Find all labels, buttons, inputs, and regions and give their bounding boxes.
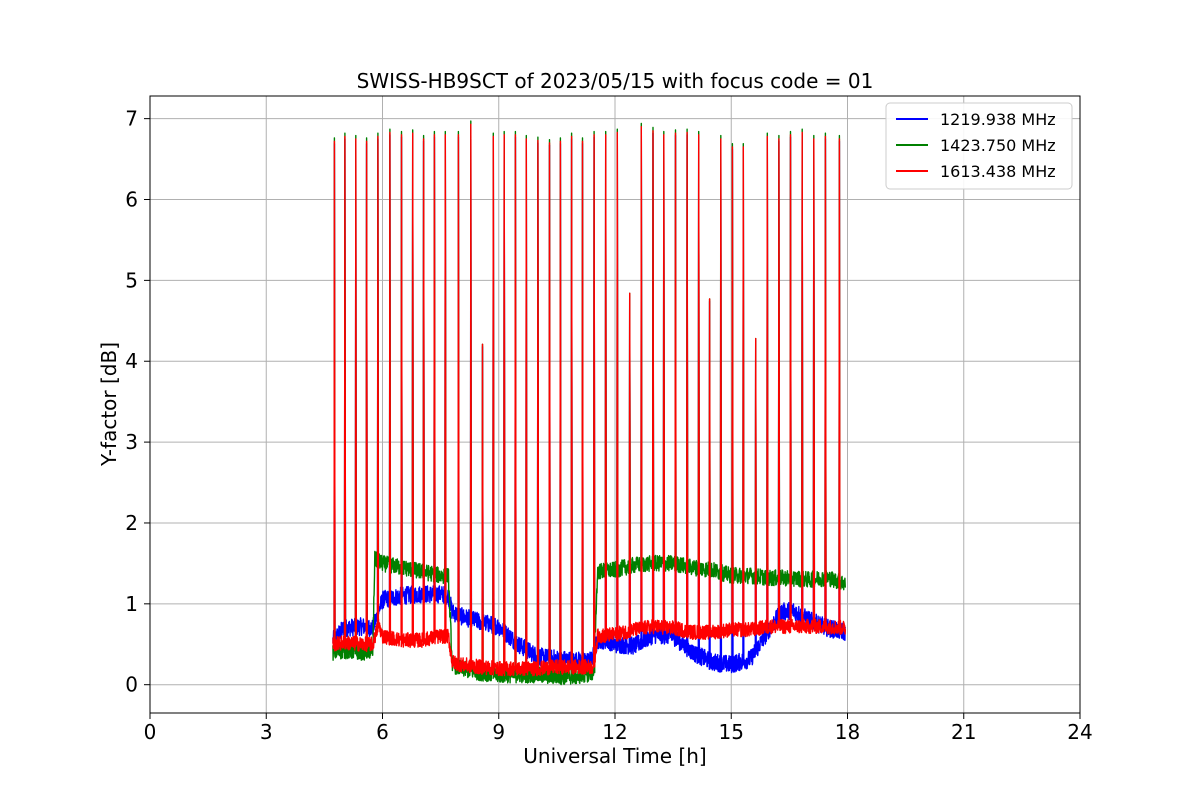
y-tick-label: 6 xyxy=(125,188,138,212)
series-line-2 xyxy=(332,123,846,677)
y-tick-label: 4 xyxy=(125,349,138,373)
x-tick-label: 6 xyxy=(376,720,389,744)
x-tick-label: 21 xyxy=(951,720,976,744)
x-axis: 0 3 6 9 12 15 18 21 24 xyxy=(144,713,1093,744)
y-tick-label: 2 xyxy=(125,511,138,535)
x-tick-label: 3 xyxy=(260,720,273,744)
y-tick-label: 5 xyxy=(125,268,138,292)
y-tick-label: 0 xyxy=(125,673,138,697)
legend: 1219.938 MHz 1423.750 MHz 1613.438 MHz xyxy=(885,102,1073,190)
x-tick-label: 24 xyxy=(1067,720,1092,744)
y-tick-label: 7 xyxy=(125,107,138,131)
y-axis-label: Y-factor [dB] xyxy=(97,342,121,467)
legend-label: 1423.750 MHz xyxy=(940,136,1056,155)
y-tick-label: 3 xyxy=(125,430,138,454)
x-tick-label: 12 xyxy=(602,720,627,744)
y-tick-label: 1 xyxy=(125,592,138,616)
legend-label: 1219.938 MHz xyxy=(940,110,1056,129)
x-tick-label: 0 xyxy=(144,720,157,744)
legend-label: 1613.438 MHz xyxy=(940,162,1056,181)
series-line-1 xyxy=(332,120,846,686)
x-tick-label: 15 xyxy=(719,720,744,744)
legend-box xyxy=(885,102,1073,190)
x-tick-label: 9 xyxy=(492,720,505,744)
y-axis: 0 1 2 3 4 5 6 7 xyxy=(125,107,150,697)
series-layer xyxy=(332,120,846,686)
x-axis-label: Universal Time [h] xyxy=(523,744,706,768)
x-tick-label: 18 xyxy=(835,720,860,744)
chart-title: SWISS-HB9SCT of 2023/05/15 with focus co… xyxy=(357,69,874,93)
